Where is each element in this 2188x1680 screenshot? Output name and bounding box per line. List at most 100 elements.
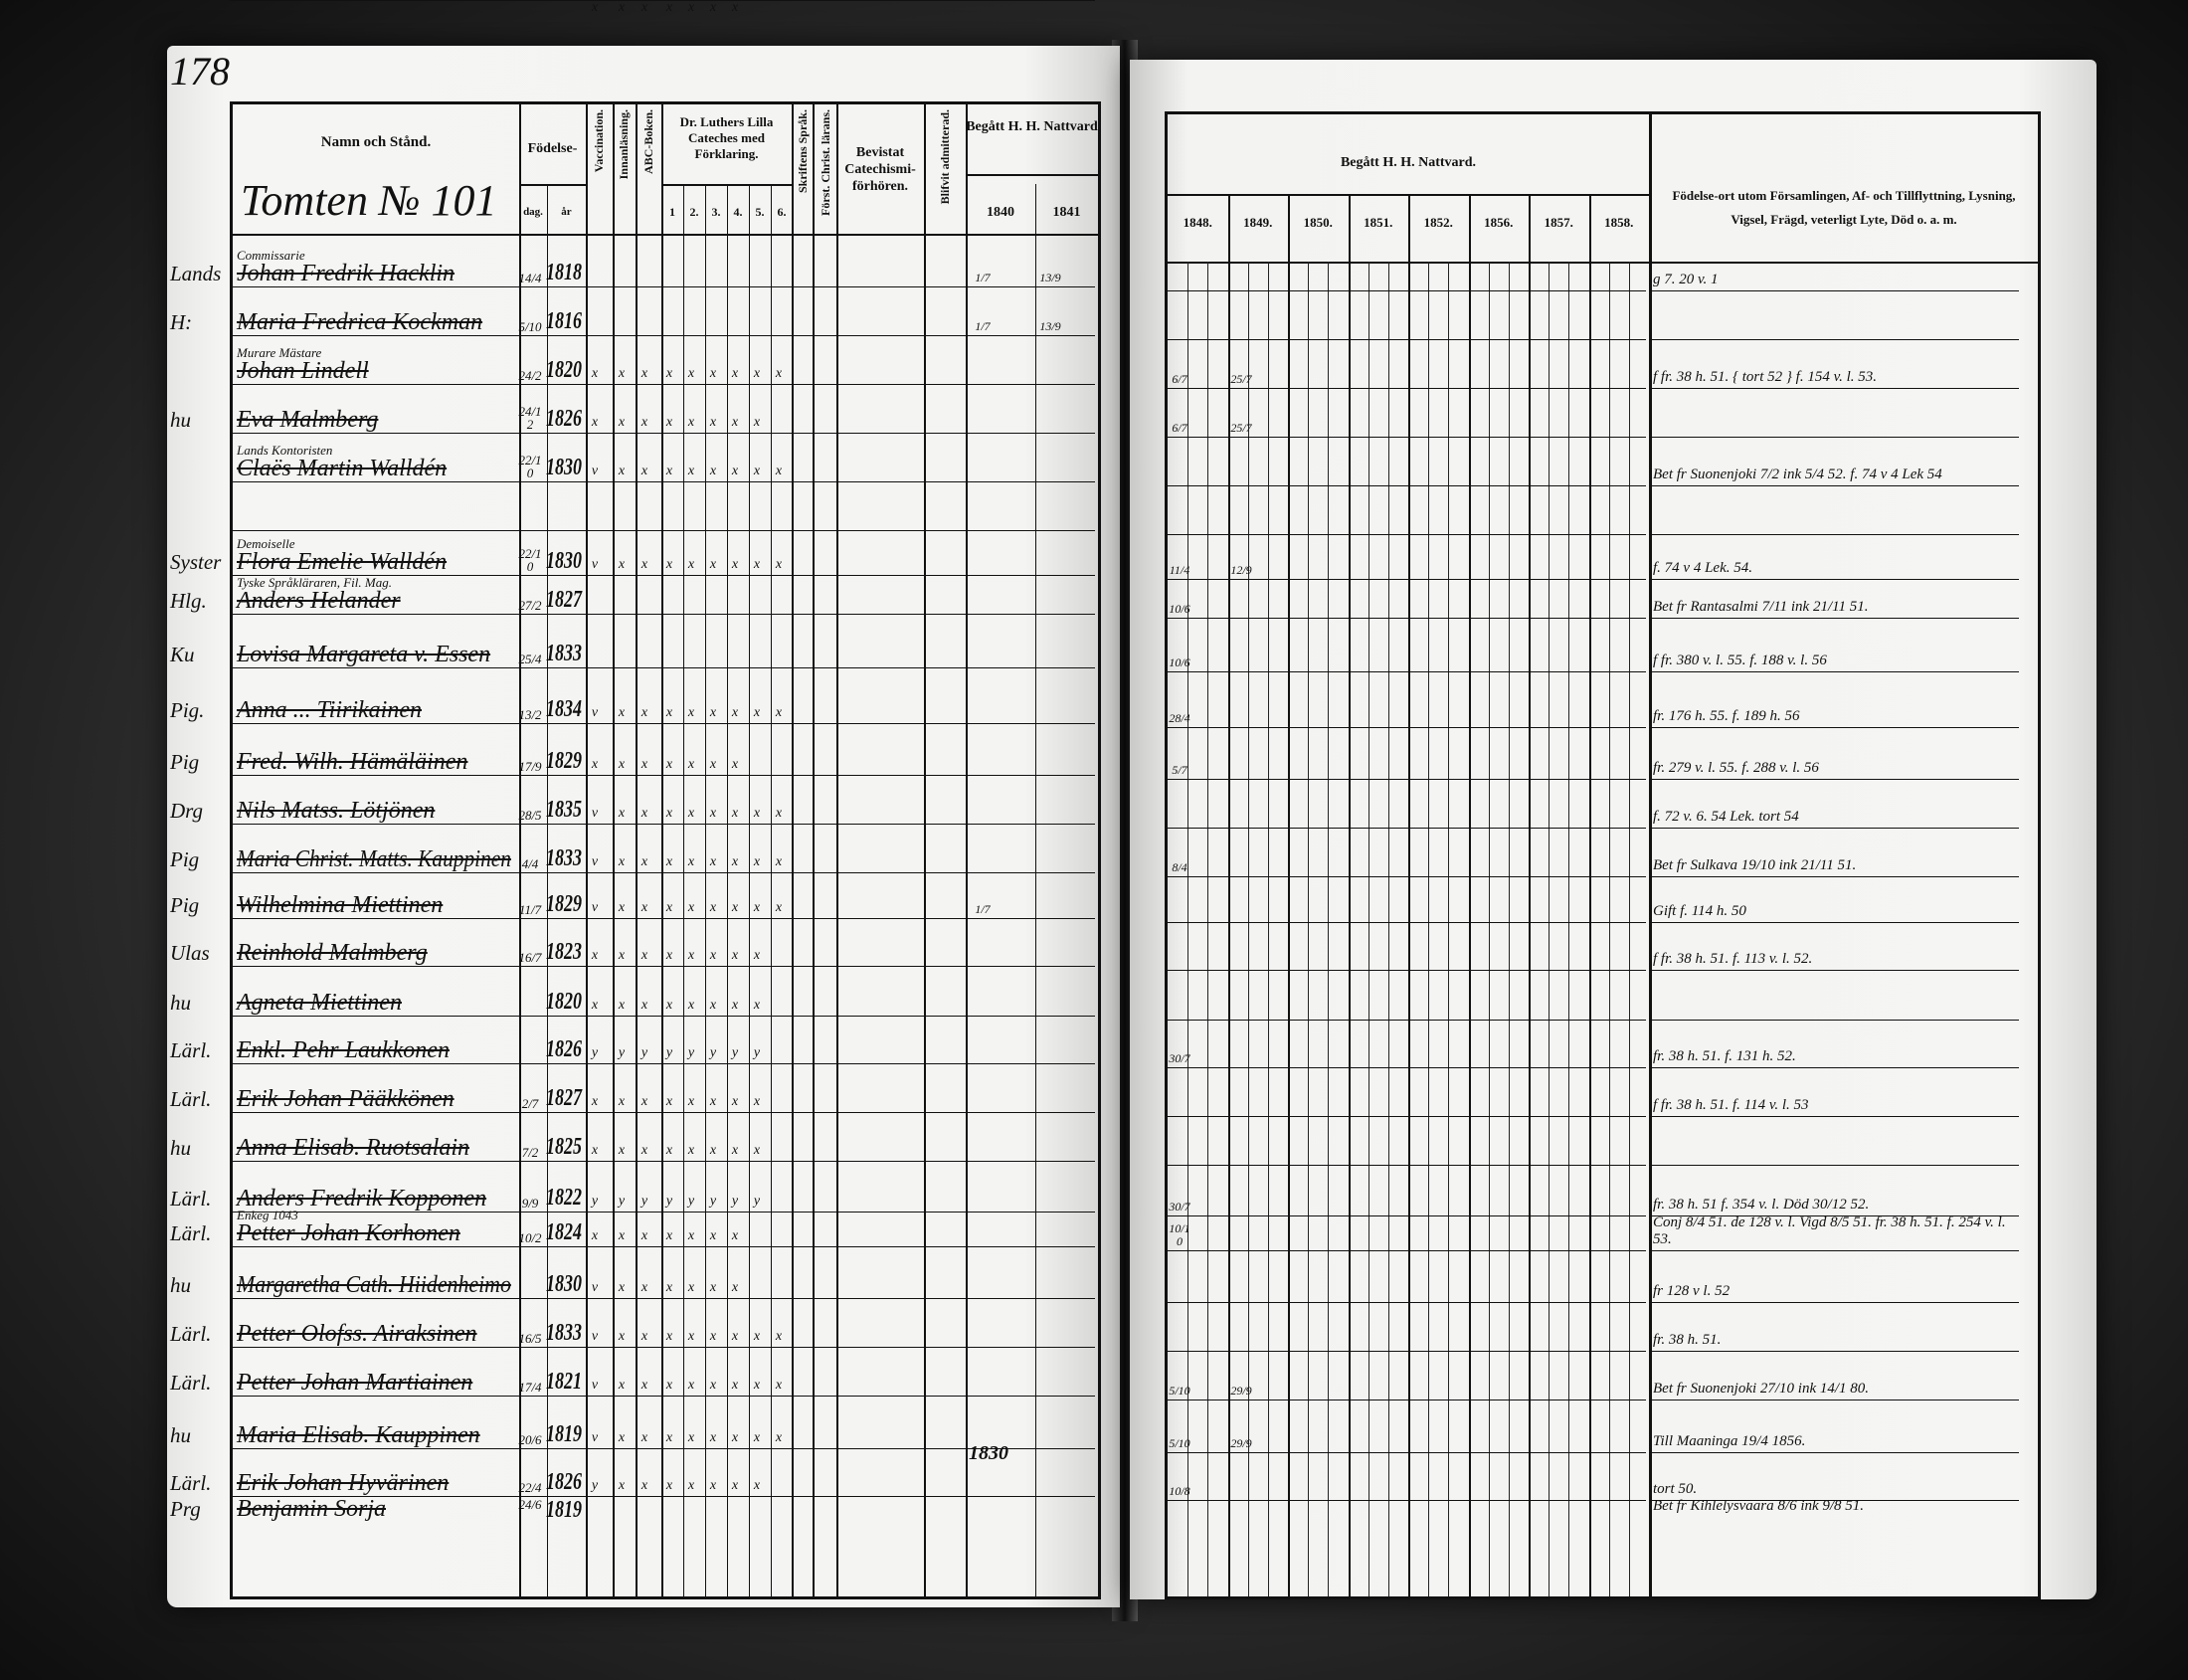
catechism-mark: x (665, 1430, 673, 1446)
birth-day: 17/9 (518, 758, 542, 774)
person-cell: Maria Elisab. Kauppinen (237, 1398, 513, 1447)
communion-cell: 10/6 (1167, 577, 1192, 616)
left-register-table: Namn och Stånd. Födelse- dag. år Vaccina… (230, 101, 1101, 1599)
birth-day: 14/4 (518, 270, 542, 285)
catechism-mark: x (591, 365, 599, 381)
birth-year: 1821 (546, 1368, 582, 1395)
birth-day: 20/6 (518, 1432, 542, 1448)
catechism-mark: x (753, 1378, 761, 1393)
person-role: Prg (170, 1497, 201, 1522)
catechism-mark: v (591, 464, 599, 479)
catechism-mark: x (640, 998, 648, 1014)
catechism-mark: x (687, 557, 695, 573)
catechism-mark: x (709, 704, 717, 720)
person-cell: Anders Fredrik Kopponen (237, 1163, 513, 1211)
catechism-mark: x (753, 900, 761, 916)
person-cell: Erik Johan Hyvärinen (237, 1450, 513, 1495)
person-role: H: (170, 309, 193, 334)
birth-day: 22/10 (518, 546, 542, 575)
communion-date: 6/7 (1172, 420, 1187, 435)
household-heading: Tomten № 101 (241, 176, 497, 225)
header-divider (233, 234, 1098, 236)
row-line (1165, 726, 1646, 728)
header-year: 1851. (1364, 215, 1393, 230)
birth-day-cell: 17/9 (516, 725, 544, 773)
catechism-mark: x (640, 1378, 648, 1393)
remark-cell: fr. 279 v. l. 55. f. 288 v. l. 56 (1653, 725, 2021, 777)
catechism-mark: y (640, 1045, 648, 1061)
communion-date: 10/10 (1169, 1220, 1190, 1248)
communion-cell: 13/9 (1037, 288, 1063, 333)
sub-column-line (1549, 262, 1550, 1596)
header-subdivider (661, 184, 792, 186)
catechism-mark: x (640, 414, 648, 430)
row-line (1651, 1020, 2019, 1022)
row-line (1651, 875, 2019, 877)
catechism-mark: x (753, 1328, 761, 1344)
person-name: Wilhelmina Miettinen (237, 892, 444, 919)
catechism-mark: x (618, 756, 626, 772)
remark: f. 72 v. 6. 54 Lek. tort 54 (1653, 808, 1799, 825)
birth-day-cell: 13/2 (516, 669, 544, 721)
person-role: Pig (170, 749, 200, 774)
column-line (813, 104, 815, 1596)
catechism-mark: x (618, 1143, 626, 1159)
catechism-mark: y (665, 1193, 673, 1209)
row-line (1165, 485, 1646, 487)
communion-cell: 1/7 (970, 874, 996, 916)
birth-day-cell: 22/10 (516, 532, 544, 573)
catechism-mark: x (665, 900, 673, 916)
catechism-mark: x (709, 1478, 717, 1494)
catechism-mark: x (618, 853, 626, 869)
header-attended: Bevistat Catechismi-förhören. (844, 145, 916, 194)
catechism-mark: x (753, 998, 761, 1014)
person-role-cell: Lärl. (170, 1065, 228, 1110)
communion-cell: 5/7 (1167, 725, 1192, 777)
remark: g 7. 20 v. 1 (1653, 271, 1719, 287)
person-name: Maria Christ. Matts. Kauppinen (237, 845, 511, 872)
catechism-mark: x (731, 1279, 739, 1295)
person-role: Pig (170, 846, 200, 871)
column-line (613, 104, 615, 1596)
column-line (966, 104, 968, 1596)
row-line (1651, 485, 2019, 487)
row-line (230, 1396, 1095, 1397)
row-line (230, 1016, 1095, 1018)
catechism-mark: x (618, 998, 626, 1014)
person-cell: Tyske Språkläraren, Fil. Mag. Anders Hela… (237, 576, 513, 614)
page-number: 178 (170, 49, 230, 93)
person-role: hu (170, 1423, 191, 1448)
person-role-cell: Drg (170, 777, 228, 822)
person-role-cell: Syster (170, 532, 228, 573)
birth-year-cell: 1829 (546, 874, 583, 916)
communion-cell: 1/7 (970, 288, 996, 333)
birth-day: 24/12 (518, 403, 542, 432)
communion-date: 30/7 (1169, 1051, 1190, 1066)
catechism-mark: y (731, 1045, 739, 1061)
catechism-mark: x (775, 464, 783, 479)
catechism-mark: x (640, 365, 648, 381)
catechism-mark: y (591, 1193, 599, 1209)
catechism-mark: x (640, 1430, 648, 1446)
person-role-cell: Lärl. (170, 1300, 228, 1345)
remark: fr. 279 v. l. 55. f. 288 v. l. 56 (1653, 759, 1819, 776)
catechism-mark: x (775, 853, 783, 869)
birth-year: 1827 (546, 1085, 582, 1112)
person-cell: Nils Matss. Lötjönen (237, 777, 513, 823)
person-role-cell: Lärl. (170, 1213, 228, 1244)
catechism-mark: x (591, 756, 599, 772)
remark: Till Maaninga 19/4 1856. (1653, 1433, 1806, 1450)
row-line (1651, 338, 2019, 340)
catechism-mark: y (618, 1193, 626, 1209)
header-luther-part: 4. (733, 205, 743, 219)
communion-cell: 11/4 (1167, 532, 1192, 577)
catechism-mark: x (731, 557, 739, 573)
person-cell: Eva Malmberg (237, 386, 513, 432)
catechism-mark: x (618, 0, 626, 15)
catechism-mark: x (709, 900, 717, 916)
column-line (727, 184, 728, 1596)
catechism-mark: x (640, 1279, 648, 1295)
birth-year-cell: 1822 (546, 1163, 583, 1210)
catechism-mark: x (640, 1328, 648, 1344)
catechism-mark: x (709, 1227, 717, 1243)
